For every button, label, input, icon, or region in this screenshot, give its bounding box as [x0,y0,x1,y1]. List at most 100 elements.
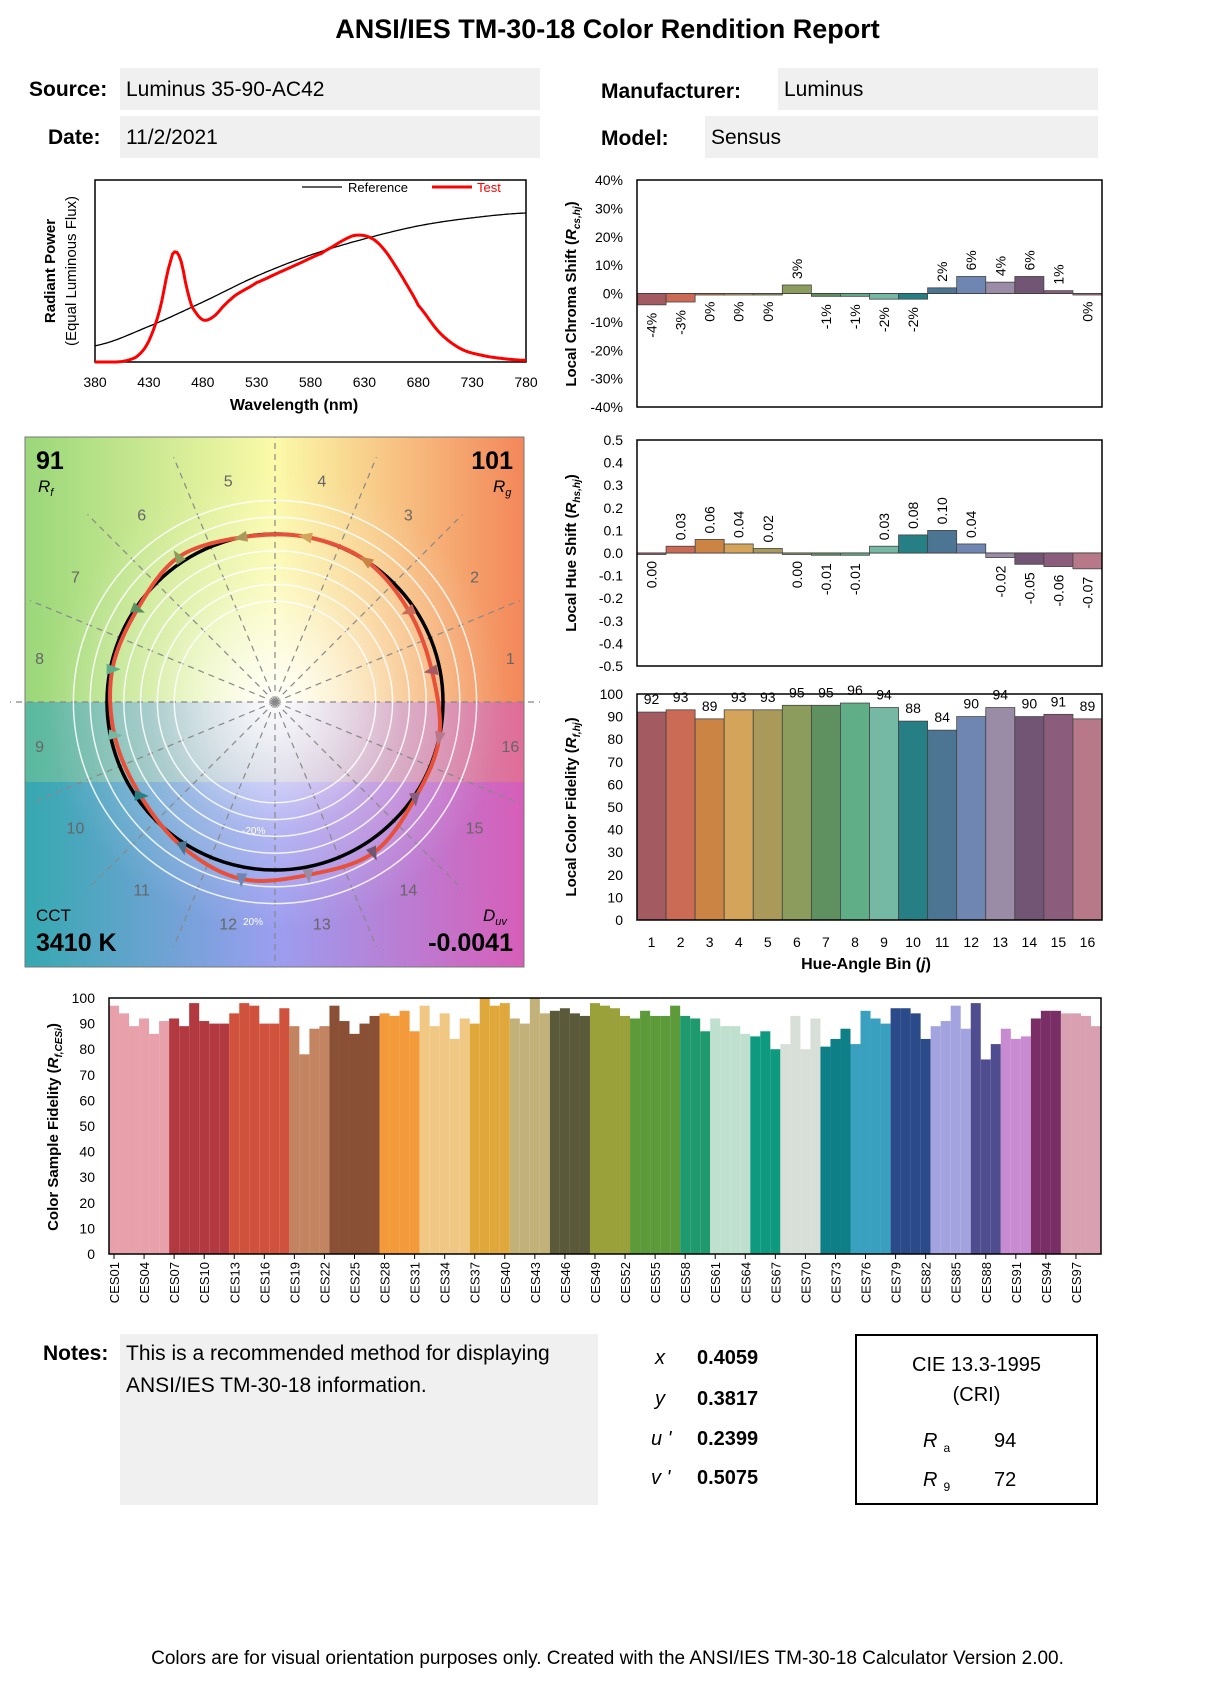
x-tick: CES40 [498,1262,513,1303]
bar-label-bg [1016,694,1043,713]
ces-bar [129,1026,140,1254]
ces-bar [299,1054,310,1254]
bin-ray [29,600,276,703]
x-value: 0.4059 [697,1347,759,1369]
bar-label: 0.04 [731,510,747,537]
bar [985,281,1016,294]
ces-bar [720,1026,731,1254]
bar-label: 93 [673,689,689,705]
rg-value: 101 [471,447,513,475]
bar-label: 93 [731,689,747,705]
chroma-shift-chart: 40% 30% 20% 10% 0% -10% -20% -30% -40% -4% -3% 0% 0… [563,172,1103,415]
bar-label: 1% [1050,264,1066,284]
ces-bar [219,1023,230,1254]
bar [869,545,899,554]
ces-bar [880,1023,891,1254]
x-tick: CES61 [708,1262,723,1303]
bar [636,552,667,555]
ces-bar [640,1010,651,1254]
bin-ray [173,456,276,703]
x-tick: CES64 [738,1262,753,1303]
bin-number: 5 [224,474,233,491]
x-tick: CES31 [408,1262,423,1303]
source-label: Source: [29,78,108,101]
bar-label: 92 [644,691,660,707]
bar-label: -0.05 [1021,572,1037,604]
ring [89,516,461,888]
bin-number: 10 [67,820,85,837]
ces-bar [249,1005,260,1254]
ces-bar [700,1031,711,1254]
ces-bar [780,1044,791,1254]
ces-bar [680,1015,691,1254]
y-tick: 70 [607,754,623,770]
bar [927,729,958,921]
source-value: Luminus 35-90-AC42 [120,68,540,110]
ces-bar [309,1028,320,1254]
bar-label: 0% [731,302,747,322]
y-tick: 70 [79,1067,95,1083]
hs-frame [636,439,1103,667]
x-tick: CES52 [618,1262,633,1303]
ces-bar [209,1023,220,1254]
x-tick: CES37 [468,1262,483,1303]
ces-bar [599,1005,611,1254]
x-tick: CES25 [347,1262,362,1303]
x-tick: CES10 [197,1262,212,1303]
y-tick: 20 [79,1195,95,1211]
ces-bar [740,1033,751,1254]
bin-number: 2 [470,570,479,587]
x-tick: 1 [648,934,656,950]
y-tick: 30% [595,200,623,216]
ring-label-minus20: -20% [242,826,265,837]
bin-number: 6 [137,507,146,524]
ces-bar [990,1044,1001,1254]
bar-label: 0.03 [876,513,892,540]
spd-x-tick: 680 [407,374,431,390]
y-tick: 80 [79,1041,95,1057]
bar [694,718,725,921]
ces-bar [980,1059,991,1254]
x-tick: CES46 [558,1262,573,1303]
ces-bar [1070,1013,1081,1254]
bar-label: 6% [1021,250,1037,270]
r9-value: 72 [994,1469,1017,1491]
hue-shift-chart: 0.5 0.4 0.3 0.2 0.1 0.0 -0.1 -0.2 -0.3 -0.4 -0.5 0… [563,432,1103,674]
ces-bar [369,1015,380,1254]
bar-label: -3% [673,310,689,335]
manufacturer-value: Luminus [778,68,1098,110]
vector-arrow [173,550,186,566]
bar [1014,552,1045,565]
vector-arrow [435,730,446,746]
bar-label: 0.02 [760,515,776,542]
bar-label: 3% [789,259,805,279]
y-tick: 0 [615,912,623,928]
vector-arrow [366,845,377,861]
y-tick: 10 [79,1220,95,1236]
y-tick: -0.2 [599,590,623,606]
vector-arrow [359,556,375,569]
y-tick: 100 [600,686,624,702]
x-label: x [655,1347,665,1369]
x-tick: CES79 [889,1262,904,1303]
ces-bar [770,1049,781,1254]
vector-arrow [108,729,123,741]
bar [665,545,696,554]
x-tick: CES67 [768,1262,783,1303]
bar-label: 88 [905,700,921,716]
bin-number: 4 [317,474,326,491]
ces-bar [429,1026,440,1254]
x-tick: CES04 [137,1262,152,1303]
bin-ray [274,701,521,804]
ces-bar [960,1028,971,1254]
ces-bar [419,1005,430,1254]
ring [123,550,427,854]
ces-bar [920,1038,931,1254]
bar [1014,276,1045,294]
bar-label: -2% [876,307,892,332]
ces-bar [1030,1018,1041,1254]
lf-y-axis-label: Local Color Fidelity (Rf,hj) [563,717,583,896]
bar-label: 4% [992,256,1008,276]
